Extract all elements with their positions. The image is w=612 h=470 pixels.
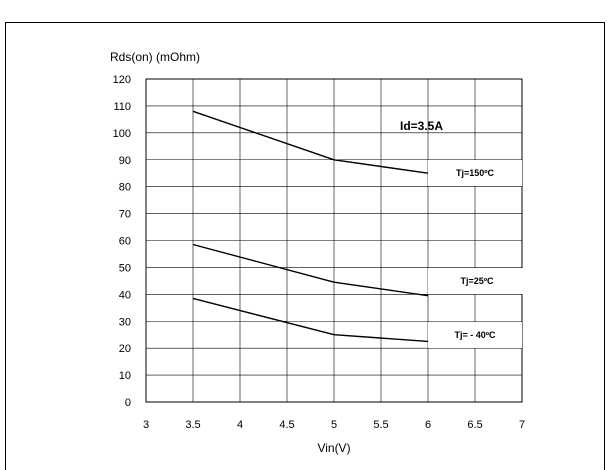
series-label-tj150: Tj=150ºC [456, 168, 495, 178]
grid-lines [145, 78, 523, 403]
chart-frame [5, 22, 605, 470]
y-tick-label: 10 [119, 370, 131, 382]
series-group [192, 110, 429, 343]
y-tick-label: 40 [119, 289, 131, 301]
x-tick-label: 6.5 [467, 419, 482, 431]
y-tick-label: 20 [119, 343, 131, 355]
x-tick-label: 5 [331, 419, 337, 431]
x-tick-labels: 3 3.5 4 4.5 5 5.5 6 6.5 7 [143, 419, 525, 431]
y-tick-label: 30 [119, 316, 131, 328]
series-label-tj25: Tj=25ºC [460, 276, 494, 286]
y-axis-title: Rds(on) (mOhm) [110, 50, 200, 64]
series-line-2 [192, 297, 429, 343]
y-tick-label: 110 [113, 101, 131, 113]
series-line-1 [192, 243, 429, 297]
y-tick-label: 120 [113, 74, 131, 86]
series-line-0 [192, 110, 429, 174]
x-tick-label: 3 [143, 419, 149, 431]
y-tick-label: 100 [113, 128, 131, 140]
y-tick-label: 0 [125, 397, 131, 409]
x-axis-title: Vin(V) [317, 441, 350, 455]
series-label-background-tj150 [428, 160, 522, 186]
x-tick-label: 3.5 [185, 419, 200, 431]
series-label-background-tj25 [428, 268, 526, 294]
x-tick-label: 6 [425, 419, 431, 431]
y-tick-label: 90 [119, 155, 131, 167]
y-tick-label: 80 [119, 182, 131, 194]
x-tick-label: 7 [519, 419, 525, 431]
x-tick-label: 5.5 [373, 419, 388, 431]
y-tick-label: 70 [119, 209, 131, 221]
y-tick-label: 50 [119, 262, 131, 274]
series-label-tjm40: Tj= - 40ºC [454, 330, 496, 340]
x-tick-label: 4 [237, 419, 243, 431]
y-tick-label: 60 [119, 236, 131, 248]
series-label-background-tjm40 [428, 322, 522, 348]
y-tick-labels: 0 10 20 30 40 50 60 70 80 90 100 110 120 [113, 74, 131, 409]
current-annotation: Id=3.5A [400, 119, 443, 133]
x-tick-label: 4.5 [279, 419, 294, 431]
